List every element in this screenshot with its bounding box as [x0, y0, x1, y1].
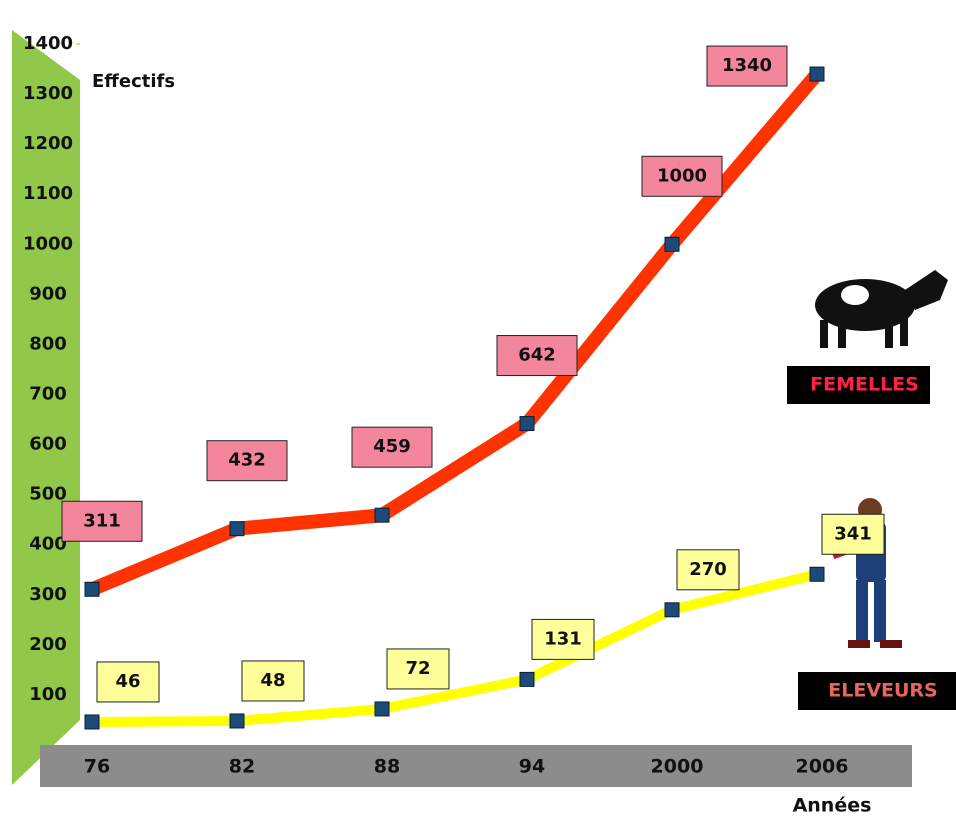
- point-marker: [520, 417, 534, 431]
- y-tick-label: 900: [29, 283, 67, 304]
- y-tick-label: 200: [29, 634, 67, 655]
- x-tick-label: 94: [519, 756, 545, 778]
- data-label: 270: [689, 559, 727, 580]
- x-tick-label: 82: [229, 756, 255, 778]
- point-marker: [810, 67, 824, 81]
- data-label: 432: [228, 450, 266, 471]
- data-label: 46: [115, 671, 140, 692]
- y-tick-label: 500: [29, 484, 67, 505]
- y-tick-label: 700: [29, 384, 67, 405]
- y-tick-label: 400: [29, 534, 67, 555]
- data-label: 48: [260, 670, 285, 691]
- data-label: 341: [834, 523, 872, 544]
- point-marker: [665, 237, 679, 251]
- x-tick-label: 88: [374, 756, 400, 778]
- point-marker: [520, 672, 534, 686]
- point-marker: [375, 508, 389, 522]
- y-tick-label: 1300: [23, 83, 73, 104]
- data-label: 459: [373, 436, 411, 457]
- y-tick-label: 1000: [23, 233, 73, 254]
- point-marker: [230, 522, 244, 536]
- data-label: 1000: [657, 165, 707, 186]
- point-marker: [230, 714, 244, 728]
- legend-label: ELEVEURS: [828, 680, 938, 702]
- x-tick-label: 2006: [796, 756, 849, 778]
- x-tick-label: 2000: [651, 756, 704, 778]
- y-tick-label: 800: [29, 333, 67, 354]
- x-axis-band: [40, 745, 912, 787]
- point-marker: [375, 702, 389, 716]
- data-label: 642: [518, 345, 556, 366]
- point-marker: [85, 715, 99, 729]
- y-tick-label: 1200: [23, 133, 73, 154]
- series-line: [92, 74, 817, 589]
- point-marker: [85, 582, 99, 596]
- y-tick-label: 600: [29, 434, 67, 455]
- y-tick-label: 300: [29, 584, 67, 605]
- y-tick-label: 1400: [23, 33, 73, 54]
- data-label: 1340: [722, 55, 772, 76]
- point-marker: [665, 603, 679, 617]
- y-tick-label: 1100: [23, 183, 73, 204]
- y-axis-label: Effectifs: [92, 71, 175, 92]
- y-tick-label: 100: [29, 684, 67, 705]
- data-label: 72: [405, 658, 430, 679]
- page: {"chart_data": {"type": "line", "y_label…: [0, 0, 956, 819]
- point-marker: [810, 567, 824, 581]
- data-label: 311: [83, 510, 121, 531]
- cow-icon: [815, 270, 948, 348]
- x-tick-label: 76: [84, 756, 110, 778]
- chart: Effectifs Années 100 200 300 400 500 600 700 80…: [0, 0, 956, 819]
- data-label: 131: [544, 628, 582, 649]
- series-line: [92, 574, 817, 722]
- x-axis-label: Années: [793, 795, 872, 817]
- legend-label: FEMELLES: [810, 374, 919, 396]
